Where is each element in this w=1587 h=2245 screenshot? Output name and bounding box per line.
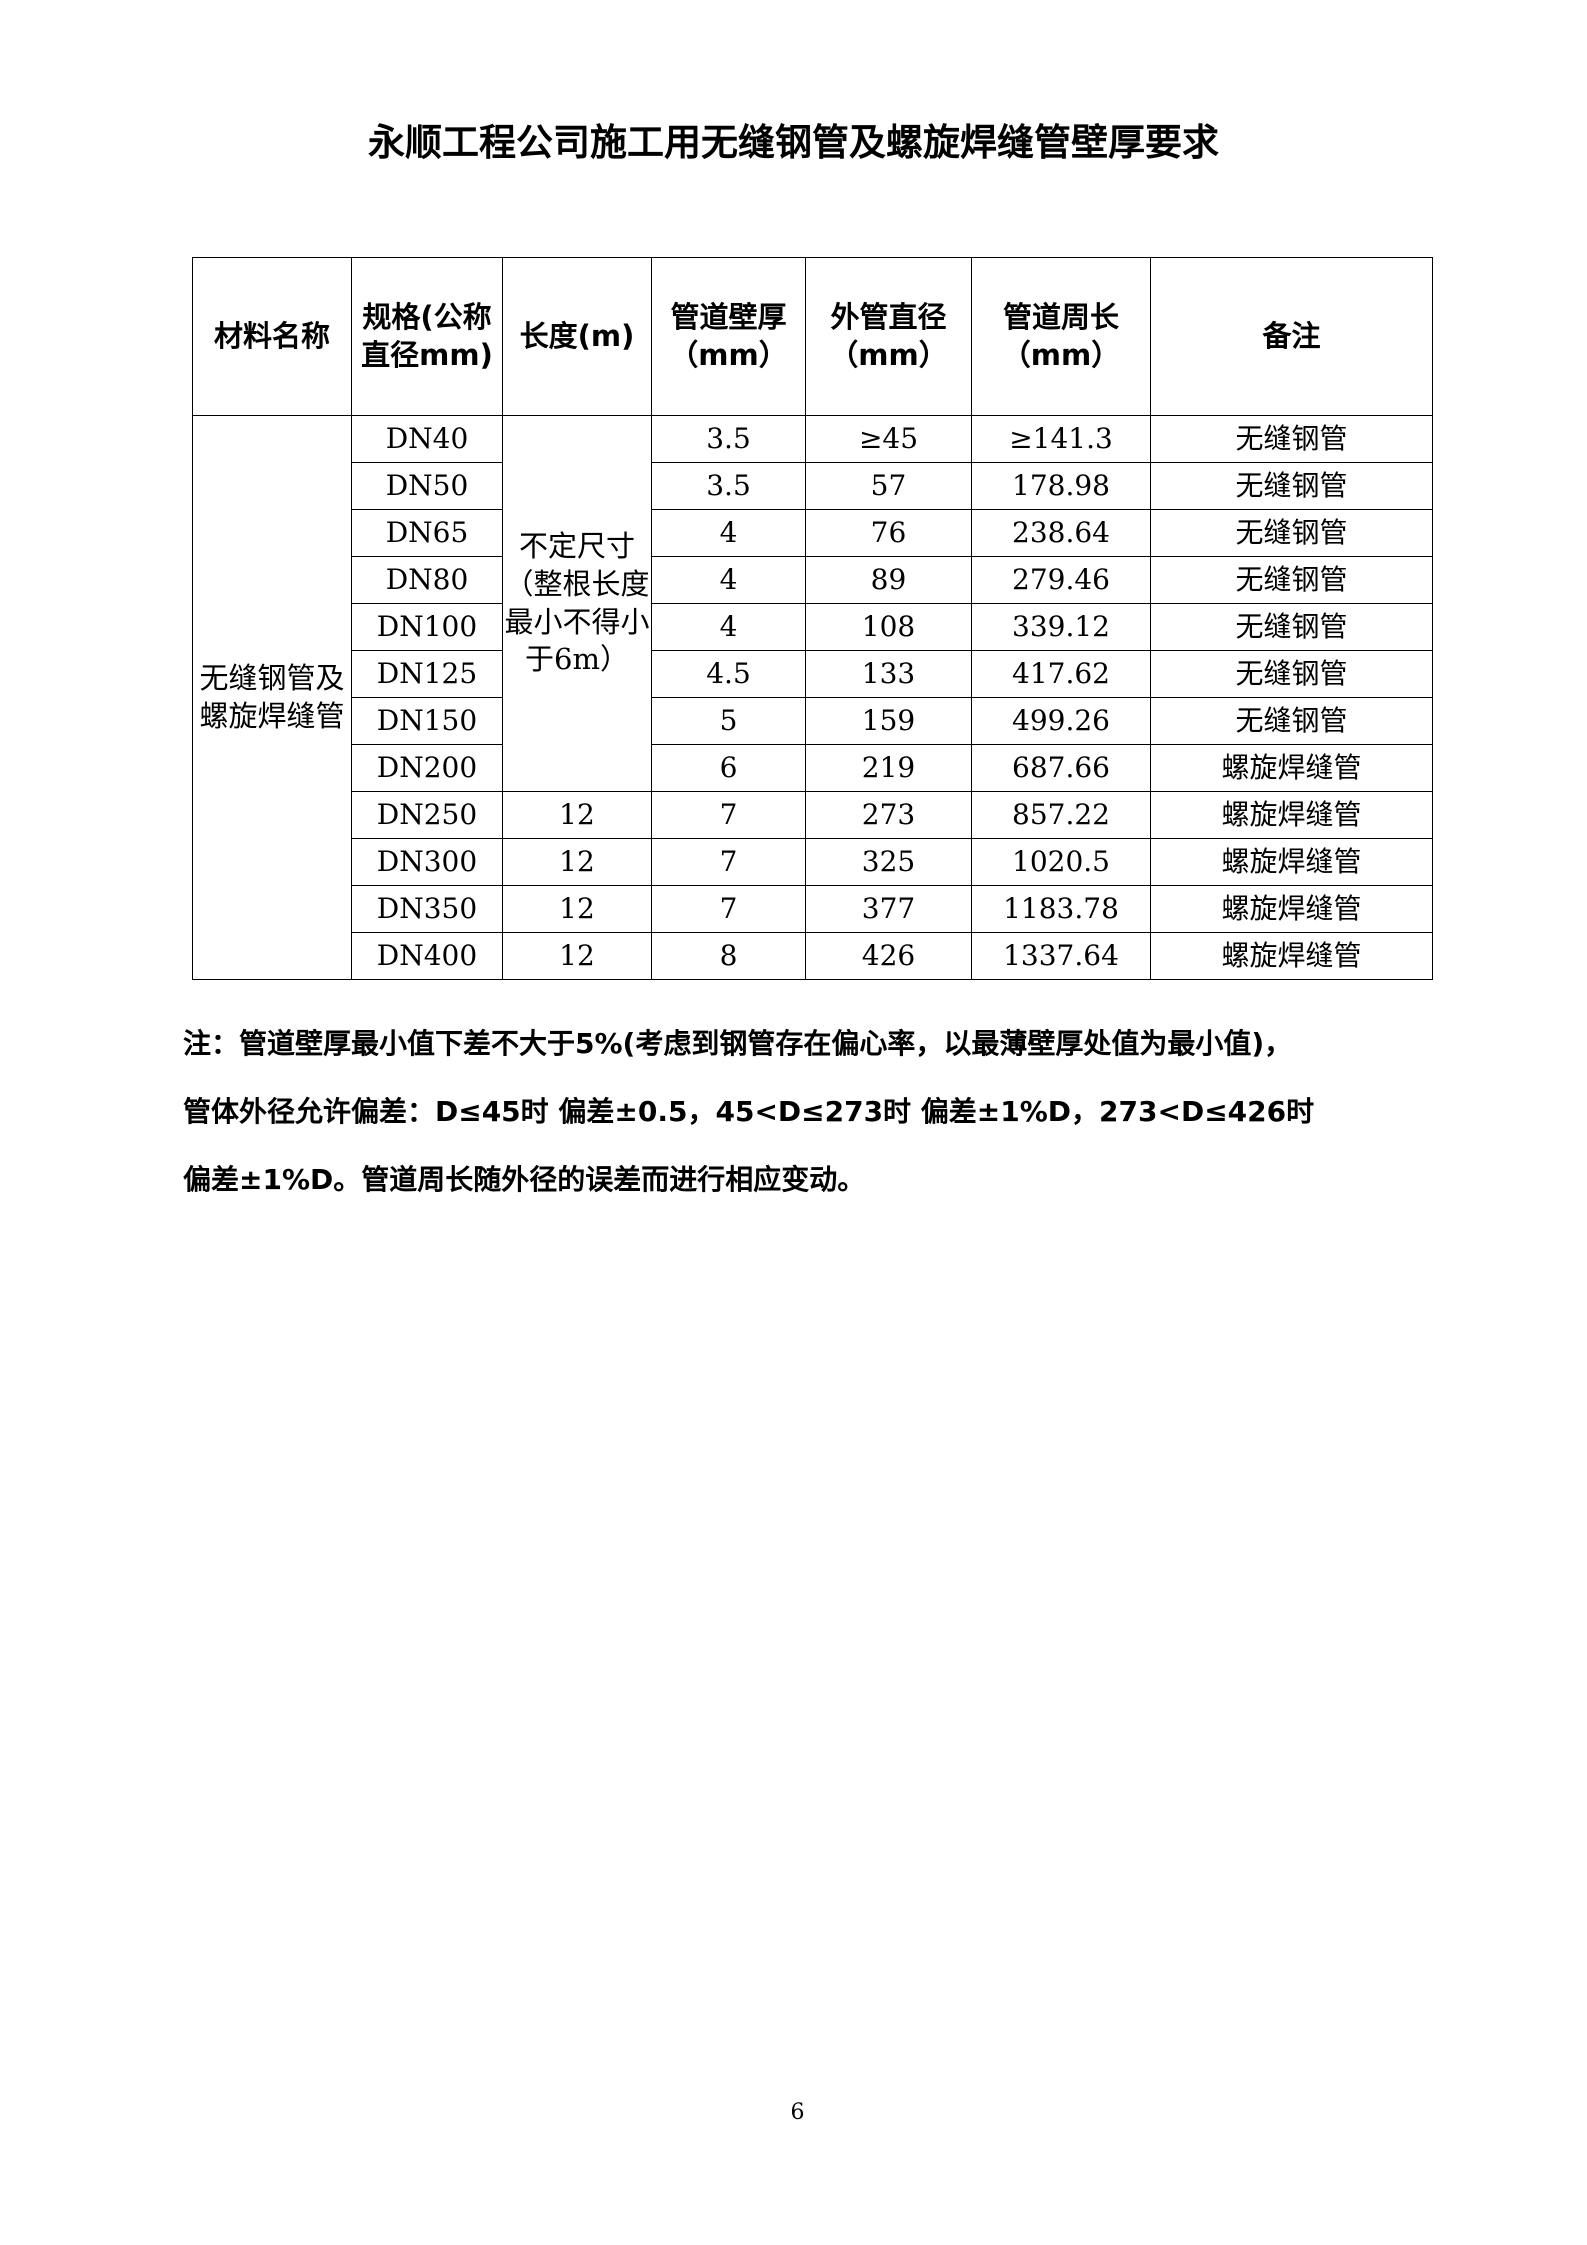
thickness-cell: 7 [651, 791, 806, 839]
note-line: 管体外径允许偏差：D≤45时 偏差±0.5，45<D≤273时 偏差±1%D，2… [183, 1095, 1315, 1128]
table-row: DN350 12 7 377 1183.78 螺旋焊缝管 [193, 885, 1433, 933]
table-row: DN100 4 108 339.12 无缝钢管 [193, 603, 1433, 651]
outer-diameter-cell: 219 [805, 744, 972, 792]
table-row: DN250 12 7 273 857.22 螺旋焊缝管 [193, 791, 1433, 839]
note-cell: 无缝钢管 [1150, 603, 1433, 651]
perimeter-cell: 1020.5 [971, 838, 1151, 886]
outer-diameter-cell: ≥45 [805, 415, 972, 463]
perimeter-cell: 857.22 [971, 791, 1151, 839]
note-line: 注：管道壁厚最小值下差不大于5%(考虑到钢管存在偏心率，以最薄壁厚处值为最小值)… [183, 1027, 1293, 1060]
spec-cell: DN200 [351, 744, 503, 792]
column-header: 外管直径（mm） [805, 257, 972, 416]
thickness-cell: 6 [651, 744, 806, 792]
note-cell: 螺旋焊缝管 [1150, 791, 1433, 839]
thickness-cell: 4 [651, 556, 806, 604]
table-row: DN150 5 159 499.26 无缝钢管 [193, 697, 1433, 745]
length-cell: 12 [502, 932, 652, 980]
table-row: DN80 4 89 279.46 无缝钢管 [193, 556, 1433, 604]
note-cell: 无缝钢管 [1150, 556, 1433, 604]
note-line: 偏差±1%D。管道周长随外径的误差而进行相应变动。 [183, 1163, 866, 1196]
perimeter-cell: 178.98 [971, 462, 1151, 510]
outer-diameter-cell: 76 [805, 509, 972, 557]
note-cell: 无缝钢管 [1150, 697, 1433, 745]
outer-diameter-cell: 89 [805, 556, 972, 604]
thickness-cell: 4.5 [651, 650, 806, 698]
note-cell: 无缝钢管 [1150, 650, 1433, 698]
table-row: DN125 4.5 133 417.62 无缝钢管 [193, 650, 1433, 698]
perimeter-cell: 238.64 [971, 509, 1151, 557]
note-cell: 螺旋焊缝管 [1150, 744, 1433, 792]
thickness-cell: 8 [651, 932, 806, 980]
note-cell: 无缝钢管 [1150, 415, 1433, 463]
perimeter-cell: 687.66 [971, 744, 1151, 792]
thickness-cell: 7 [651, 885, 806, 933]
note-cell: 螺旋焊缝管 [1150, 838, 1433, 886]
column-header: 长度(m) [502, 257, 652, 416]
thickness-cell: 3.5 [651, 415, 806, 463]
table-row: 无缝钢管及螺旋焊缝管 DN40 不定尺寸（整根长度最小不得小于6m） 3.5 ≥45 ≥1… [192, 415, 1433, 980]
length-cell: 不定尺寸（整根长度最小不得小于6m） [502, 415, 652, 792]
table-row: DN200 6 219 687.66 螺旋焊缝管 [193, 744, 1433, 792]
spec-cell: DN150 [351, 697, 503, 745]
thickness-cell: 3.5 [651, 462, 806, 510]
thickness-cell: 7 [651, 838, 806, 886]
pipe-spec-table: 材料名称 规格(公称直径mm) 长度(m) 管道壁厚（mm） 外管直径（mm） 管道周长（… [192, 257, 1433, 980]
spec-cell: DN350 [351, 885, 503, 933]
perimeter-cell: 499.26 [971, 697, 1151, 745]
outer-diameter-cell: 325 [805, 838, 972, 886]
column-header: 管道壁厚（mm） [651, 257, 806, 416]
spec-cell: DN125 [351, 650, 503, 698]
outer-diameter-cell: 57 [805, 462, 972, 510]
material-name-cell: 无缝钢管及螺旋焊缝管 [192, 415, 352, 980]
column-header: 管道周长（mm） [971, 257, 1151, 416]
length-cell: 12 [502, 885, 652, 933]
note-cell: 无缝钢管 [1150, 462, 1433, 510]
perimeter-cell: 279.46 [971, 556, 1151, 604]
length-cell: 12 [502, 838, 652, 886]
spec-cell: DN250 [351, 791, 503, 839]
notes: 注：管道壁厚最小值下差不大于5%(考虑到钢管存在偏心率，以最薄壁厚处值为最小值)… [183, 1010, 1443, 1214]
perimeter-cell: 1183.78 [971, 885, 1151, 933]
perimeter-cell: 1337.64 [971, 932, 1151, 980]
column-header: 备注 [1150, 257, 1433, 416]
spec-cell: DN300 [351, 838, 503, 886]
spec-cell: DN40 [351, 415, 503, 463]
spec-cell: DN50 [351, 462, 503, 510]
note-cell: 螺旋焊缝管 [1150, 885, 1433, 933]
page-title: 永顺工程公司施工用无缝钢管及螺旋焊缝管壁厚要求 [368, 121, 1219, 164]
thickness-cell: 4 [651, 509, 806, 557]
length-cell: 12 [502, 791, 652, 839]
outer-diameter-cell: 273 [805, 791, 972, 839]
table-header-row: 材料名称 规格(公称直径mm) 长度(m) 管道壁厚（mm） 外管直径（mm） 管道周长（… [192, 257, 1433, 416]
table-row: DN400 12 8 426 1337.64 螺旋焊缝管 [193, 932, 1433, 980]
outer-diameter-cell: 133 [805, 650, 972, 698]
outer-diameter-cell: 377 [805, 885, 972, 933]
table-row: DN50 3.5 57 178.98 无缝钢管 [193, 462, 1433, 510]
table-row: DN300 12 7 325 1020.5 螺旋焊缝管 [193, 838, 1433, 886]
note-cell: 无缝钢管 [1150, 509, 1433, 557]
spec-cell: DN100 [351, 603, 503, 651]
table-row: DN65 4 76 238.64 无缝钢管 [193, 509, 1433, 557]
column-header: 材料名称 [192, 257, 352, 416]
spec-cell: DN400 [351, 932, 503, 980]
outer-diameter-cell: 159 [805, 697, 972, 745]
outer-diameter-cell: 108 [805, 603, 972, 651]
spec-cell: DN65 [351, 509, 503, 557]
outer-diameter-cell: 426 [805, 932, 972, 980]
perimeter-cell: 417.62 [971, 650, 1151, 698]
thickness-cell: 4 [651, 603, 806, 651]
thickness-cell: 5 [651, 697, 806, 745]
column-header: 规格(公称直径mm) [351, 257, 503, 416]
note-cell: 螺旋焊缝管 [1150, 932, 1433, 980]
page-number: 6 [790, 2100, 805, 2125]
perimeter-cell: 339.12 [971, 603, 1151, 651]
perimeter-cell: ≥141.3 [971, 415, 1151, 463]
spec-cell: DN80 [351, 556, 503, 604]
